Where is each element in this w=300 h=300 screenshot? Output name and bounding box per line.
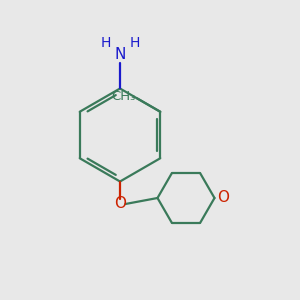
Text: H: H: [129, 36, 140, 50]
Text: O: O: [114, 196, 126, 211]
Text: H: H: [100, 36, 111, 50]
Text: CH₃: CH₃: [111, 90, 135, 103]
Text: O: O: [217, 190, 229, 206]
Text: N: N: [114, 47, 126, 62]
